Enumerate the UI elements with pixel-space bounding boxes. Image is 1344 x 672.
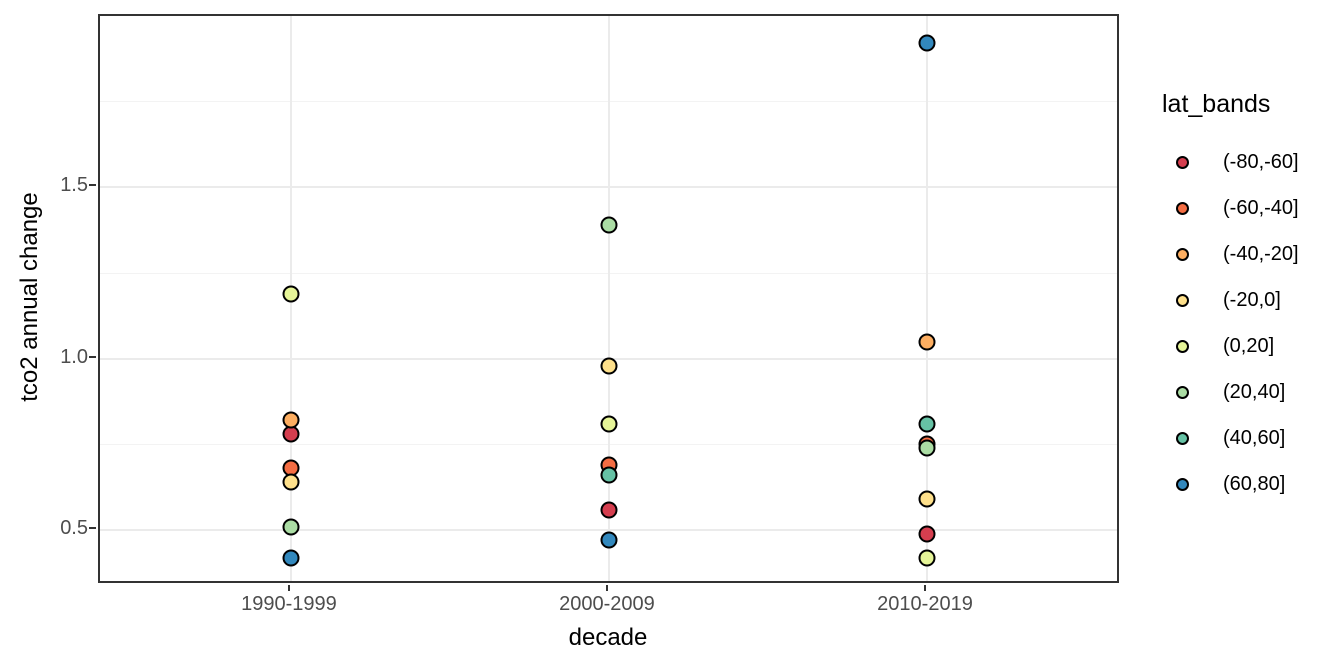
data-point	[600, 357, 618, 375]
data-point	[600, 531, 618, 549]
legend-item: (-40,-20]	[1162, 231, 1299, 277]
legend-items: (-80,-60] (-60,-40] (-40,-20] (-20,0] (0,20]…	[1162, 139, 1299, 507]
data-point	[918, 34, 936, 52]
y-axis-tick	[89, 527, 96, 530]
y-axis-title: tco2 annual change	[16, 192, 43, 402]
legend-label: (40,60]	[1223, 426, 1286, 449]
legend-swatch	[1176, 431, 1189, 445]
data-point	[918, 439, 936, 457]
data-point	[282, 518, 300, 536]
data-point	[918, 333, 936, 351]
legend-item: (-60,-40]	[1162, 185, 1299, 231]
x-tick-label: 2000-2009	[559, 593, 655, 615]
legend-title: lat_bands	[1162, 90, 1271, 118]
legend-swatch	[1176, 247, 1189, 261]
legend-swatch	[1176, 201, 1189, 215]
data-point	[600, 216, 618, 234]
x-tick-label: 1990-1999	[241, 593, 337, 615]
data-point	[918, 525, 936, 543]
legend-swatch	[1176, 293, 1189, 307]
y-tick-label: 1.0	[60, 345, 88, 368]
legend-swatch	[1176, 477, 1189, 491]
legend-item: (60,80]	[1162, 461, 1299, 507]
legend-label: (-40,-20]	[1223, 242, 1299, 265]
data-point	[282, 411, 300, 429]
legend-label: (-80,-60]	[1223, 150, 1299, 173]
legend-swatch	[1176, 385, 1189, 399]
legend-label: (60,80]	[1223, 472, 1286, 495]
data-point	[918, 549, 936, 567]
data-point	[282, 549, 300, 567]
x-axis-tick	[287, 585, 290, 591]
y-tick-label: 1.5	[60, 174, 88, 197]
legend-label: (0,20]	[1223, 334, 1275, 357]
data-point	[282, 473, 300, 491]
x-tick-label: 2010-2019	[877, 593, 973, 615]
legend-item: (40,60]	[1162, 415, 1299, 461]
data-point	[918, 415, 936, 433]
y-axis-tick	[89, 184, 96, 187]
data-point	[600, 466, 618, 484]
legend-swatch	[1176, 339, 1189, 353]
data-point	[600, 415, 618, 433]
plot-panel	[98, 14, 1119, 583]
data-point	[282, 285, 300, 303]
y-tick-label: 0.5	[60, 517, 88, 540]
x-axis-title: decade	[568, 624, 648, 651]
legend: lat_bands (-80,-60] (-60,-40] (-40,-20] (-2…	[1162, 90, 1299, 507]
legend-swatch	[1176, 155, 1189, 169]
legend-item: (20,40]	[1162, 369, 1299, 415]
legend-label: (-20,0]	[1223, 288, 1281, 311]
legend-label: (-60,-40]	[1223, 196, 1299, 219]
legend-item: (-20,0]	[1162, 277, 1299, 323]
category-gridline	[926, 16, 928, 581]
x-axis-tick	[924, 585, 926, 591]
legend-label: (20,40]	[1223, 380, 1286, 403]
category-gridline	[607, 16, 610, 581]
data-point	[918, 490, 936, 508]
data-point	[600, 501, 618, 519]
legend-item: (-80,-60]	[1162, 139, 1299, 185]
y-axis-tick	[89, 355, 96, 358]
legend-item: (0,20]	[1162, 323, 1299, 369]
x-axis-tick	[605, 585, 608, 591]
